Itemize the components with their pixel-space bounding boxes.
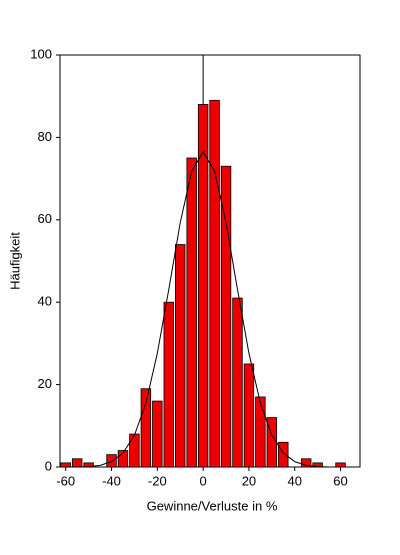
x-axis-label: Gewinne/Verluste in % bbox=[147, 498, 278, 513]
bar bbox=[197, 104, 209, 468]
bar bbox=[209, 99, 220, 468]
x-tick-label: -40 bbox=[102, 473, 121, 488]
bar bbox=[152, 400, 163, 468]
bar bbox=[129, 433, 140, 468]
y-tick-label: 80 bbox=[38, 129, 52, 144]
bar bbox=[220, 165, 232, 468]
x-tick-label: -60 bbox=[56, 473, 75, 488]
bar bbox=[255, 396, 266, 468]
y-tick-label: 20 bbox=[38, 376, 52, 391]
bar bbox=[243, 363, 255, 468]
y-tick-label: 60 bbox=[38, 211, 52, 226]
y-tick-label: 100 bbox=[30, 46, 52, 61]
x-tick-label: 60 bbox=[333, 473, 347, 488]
x-tick-label: 20 bbox=[242, 473, 256, 488]
bar bbox=[186, 157, 197, 468]
bar bbox=[175, 244, 186, 468]
x-tick-label: 40 bbox=[287, 473, 301, 488]
bar bbox=[140, 388, 152, 468]
y-tick-label: 40 bbox=[38, 294, 52, 309]
x-tick-label: 0 bbox=[200, 473, 207, 488]
y-axis-label: Häufigkeit bbox=[7, 232, 22, 290]
bar bbox=[335, 462, 346, 468]
bar bbox=[60, 462, 71, 468]
fit-curve bbox=[65, 150, 341, 468]
x-tick-label: -20 bbox=[148, 473, 167, 488]
bar bbox=[106, 454, 117, 468]
y-tick-label: 0 bbox=[45, 458, 52, 473]
bar bbox=[117, 450, 129, 468]
bar bbox=[232, 297, 243, 468]
bar bbox=[278, 441, 289, 468]
bar bbox=[300, 458, 312, 468]
bar bbox=[71, 458, 83, 468]
bar bbox=[163, 301, 174, 468]
